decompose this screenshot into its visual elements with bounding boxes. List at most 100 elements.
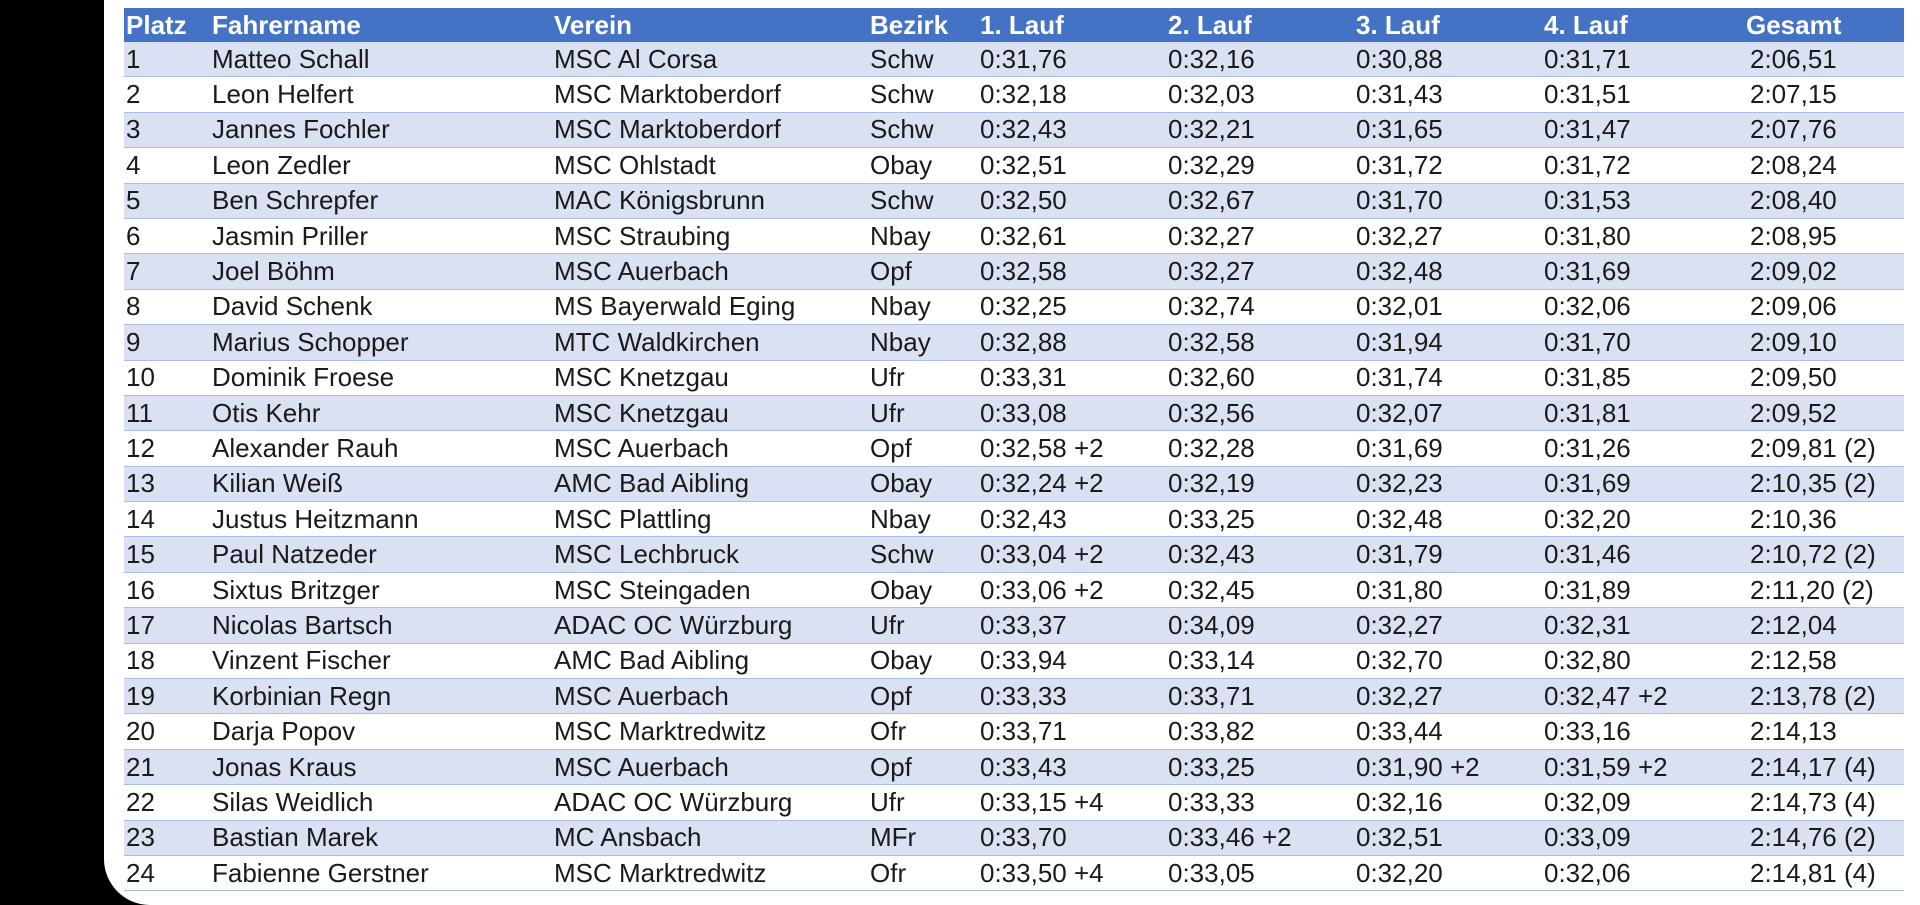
cell-bezirk: Obay — [870, 466, 980, 503]
cell-bezirk: Schw — [870, 536, 980, 573]
cell-platz: 6 — [124, 218, 212, 255]
cell-fahrername: Alexander Rauh — [212, 430, 554, 467]
cell-lauf-1: 0:33,70 — [980, 820, 1168, 856]
cell-verein: MSC Knetzgau — [554, 395, 870, 432]
cell-lauf-2: 0:32,58 — [1168, 324, 1356, 361]
cell-bezirk: Ofr — [870, 855, 980, 892]
cell-platz: 4 — [124, 147, 212, 184]
cell-lauf-1: 0:32,43 — [980, 112, 1168, 149]
cell-lauf-1: 0:32,58 +2 — [980, 430, 1168, 467]
cell-lauf-3: 0:31,43 — [1356, 76, 1544, 113]
cell-lauf-2: 0:32,29 — [1168, 147, 1356, 184]
col-header-fahrername: Fahrername — [212, 8, 554, 42]
cell-bezirk: Ufr — [870, 395, 980, 432]
cell-bezirk: Obay — [870, 572, 980, 609]
col-header-bezirk: Bezirk — [870, 8, 980, 42]
table-row: 23 Bastian Marek MC Ansbach MFr 0:33,70 0:33,… — [124, 820, 1904, 856]
table-row: 9 Marius Schopper MTC Waldkirchen Nbay 0:32,… — [124, 324, 1904, 361]
cell-lauf-4: 0:31,53 — [1544, 183, 1732, 219]
cell-lauf-3: 0:32,48 — [1356, 253, 1544, 290]
cell-fahrername: Jonas Kraus — [212, 749, 554, 786]
cell-lauf-3: 0:32,27 — [1356, 218, 1544, 255]
table-row: 16 Sixtus Britzger MSC Steingaden Obay 0:33,… — [124, 572, 1904, 609]
cell-verein: MSC Marktoberdorf — [554, 76, 870, 113]
cell-lauf-3: 0:31,65 — [1356, 112, 1544, 149]
table-row: 19 Korbinian Regn MSC Auerbach Opf 0:33,33 0:… — [124, 678, 1904, 715]
cell-verein: MSC Marktredwitz — [554, 855, 870, 892]
cell-lauf-3: 0:32,27 — [1356, 607, 1544, 644]
cell-fahrername: Otis Kehr — [212, 395, 554, 432]
table-row: 7 Joel Böhm MSC Auerbach Opf 0:32,58 0:32,27 0… — [124, 253, 1904, 290]
cell-lauf-2: 0:32,19 — [1168, 466, 1356, 503]
cell-fahrername: Joel Böhm — [212, 253, 554, 290]
cell-lauf-2: 0:32,74 — [1168, 289, 1356, 326]
table-row: 17 Nicolas Bartsch ADAC OC Würzburg Ufr 0:33… — [124, 607, 1904, 644]
cell-gesamt: 2:09,02 — [1732, 253, 1904, 290]
cell-platz: 15 — [124, 536, 212, 573]
cell-verein: MSC Auerbach — [554, 678, 870, 715]
cell-lauf-1: 0:33,50 +4 — [980, 855, 1168, 892]
cell-gesamt: 2:14,76 (2) — [1732, 820, 1904, 856]
col-header-verein: Verein — [554, 8, 870, 42]
cell-gesamt: 2:14,13 — [1732, 713, 1904, 750]
cell-lauf-2: 0:33,33 — [1168, 784, 1356, 821]
cell-verein: ADAC OC Würzburg — [554, 607, 870, 644]
cell-lauf-1: 0:33,08 — [980, 395, 1168, 432]
table-row: 21 Jonas Kraus MSC Auerbach Opf 0:33,43 0:33,… — [124, 749, 1904, 786]
cell-gesamt: 2:12,58 — [1732, 643, 1904, 680]
cell-lauf-3: 0:33,44 — [1356, 713, 1544, 750]
cell-lauf-3: 0:31,90 +2 — [1356, 749, 1544, 786]
cell-verein: AMC Bad Aibling — [554, 466, 870, 503]
cell-fahrername: Vinzent Fischer — [212, 643, 554, 680]
cell-platz: 21 — [124, 749, 212, 786]
cell-lauf-4: 0:31,69 — [1544, 253, 1732, 290]
cell-fahrername: Darja Popov — [212, 713, 554, 750]
results-sheet: Platz Fahrername Verein Bezirk 1. Lauf 2… — [104, 0, 1920, 905]
cell-lauf-2: 0:32,28 — [1168, 430, 1356, 467]
table-row: 14 Justus Heitzmann MSC Plattling Nbay 0:32,… — [124, 501, 1904, 538]
table-row: 4 Leon Zedler MSC Ohlstadt Obay 0:32,51 0:32,… — [124, 147, 1904, 184]
cell-lauf-1: 0:33,71 — [980, 713, 1168, 750]
table-row: 6 Jasmin Priller MSC Straubing Nbay 0:32,61 0… — [124, 218, 1904, 255]
table-row: 12 Alexander Rauh MSC Auerbach Opf 0:32,58 +… — [124, 430, 1904, 467]
cell-lauf-2: 0:33,71 — [1168, 678, 1356, 715]
cell-bezirk: Ufr — [870, 784, 980, 821]
table-row: 10 Dominik Froese MSC Knetzgau Ufr 0:33,31 0:… — [124, 360, 1904, 396]
cell-platz: 17 — [124, 607, 212, 644]
cell-bezirk: Opf — [870, 749, 980, 786]
cell-verein: MSC Straubing — [554, 218, 870, 255]
cell-fahrername: Fabienne Gerstner — [212, 855, 554, 892]
cell-lauf-2: 0:33,14 — [1168, 643, 1356, 680]
cell-lauf-3: 0:31,80 — [1356, 572, 1544, 609]
cell-lauf-3: 0:32,16 — [1356, 784, 1544, 821]
cell-lauf-2: 0:33,25 — [1168, 501, 1356, 538]
cell-gesamt: 2:09,52 — [1732, 395, 1904, 432]
cell-lauf-4: 0:31,46 — [1544, 536, 1732, 573]
col-header-lauf-4: 4. Lauf — [1544, 8, 1732, 42]
table-row: 8 David Schenk MS Bayerwald Eging Nbay 0:32,… — [124, 289, 1904, 326]
cell-lauf-4: 0:31,51 — [1544, 76, 1732, 113]
cell-lauf-1: 0:32,50 — [980, 183, 1168, 219]
cell-platz: 8 — [124, 289, 212, 326]
cell-bezirk: Ufr — [870, 360, 980, 396]
cell-fahrername: Bastian Marek — [212, 820, 554, 856]
cell-lauf-1: 0:32,25 — [980, 289, 1168, 326]
cell-lauf-1: 0:33,31 — [980, 360, 1168, 396]
table-row: 5 Ben Schrepfer MAC Königsbrunn Schw 0:32,50… — [124, 183, 1904, 219]
cell-lauf-4: 0:31,85 — [1544, 360, 1732, 396]
cell-verein: ADAC OC Würzburg — [554, 784, 870, 821]
cell-platz: 22 — [124, 784, 212, 821]
cell-lauf-4: 0:33,16 — [1544, 713, 1732, 750]
cell-fahrername: Matteo Schall — [212, 42, 554, 78]
cell-bezirk: Nbay — [870, 324, 980, 361]
cell-lauf-2: 0:32,16 — [1168, 42, 1356, 78]
table-row: 1 Matteo Schall MSC Al Corsa Schw 0:31,76 0:3… — [124, 42, 1904, 78]
cell-bezirk: Nbay — [870, 289, 980, 326]
cell-lauf-2: 0:32,43 — [1168, 536, 1356, 573]
cell-gesamt: 2:14,81 (4) — [1732, 855, 1904, 892]
cell-lauf-4: 0:32,09 — [1544, 784, 1732, 821]
cell-lauf-3: 0:32,23 — [1356, 466, 1544, 503]
cell-gesamt: 2:08,40 — [1732, 183, 1904, 219]
cell-platz: 5 — [124, 183, 212, 219]
cell-fahrername: Nicolas Bartsch — [212, 607, 554, 644]
